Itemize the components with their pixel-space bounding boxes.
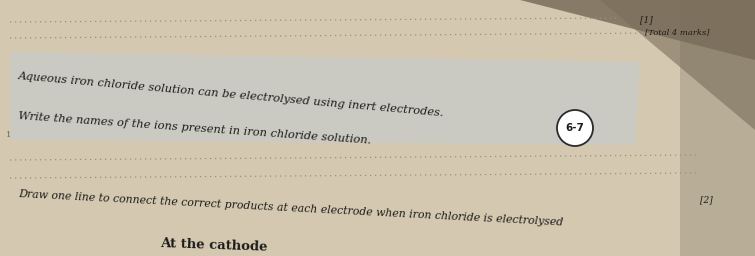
Text: Write the names of the ions present in iron chloride solution.: Write the names of the ions present in i… [18,111,371,145]
Text: [2]: [2] [700,196,713,205]
Text: At the cathode: At the cathode [160,237,268,253]
Polygon shape [680,0,755,256]
Text: 1: 1 [6,131,11,139]
Text: Aqueous iron chloride solution can be electrolysed using inert electrodes.: Aqueous iron chloride solution can be el… [18,71,445,119]
Text: [Total 4 marks]: [Total 4 marks] [645,28,710,36]
Text: 6-7: 6-7 [565,123,584,133]
Circle shape [557,110,593,146]
Polygon shape [10,52,640,145]
Polygon shape [600,0,755,130]
Text: [1]: [1] [640,16,653,25]
Text: Draw one line to connect the correct products at each electrode when iron chlori: Draw one line to connect the correct pro… [18,189,563,227]
Polygon shape [520,0,755,60]
